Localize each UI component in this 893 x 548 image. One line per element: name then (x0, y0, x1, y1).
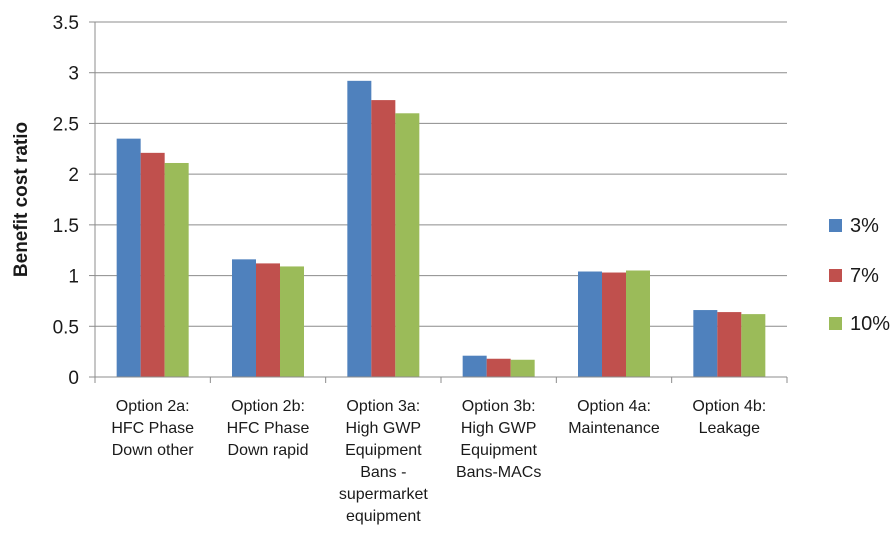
bar-7pct-3 (371, 100, 396, 377)
bar-3pct-6 (693, 310, 718, 377)
y-tick-label: 2.5 (53, 114, 79, 135)
legend-label: 10% (850, 313, 890, 335)
bar-3pct-4 (462, 355, 487, 377)
y-tick-label: 2 (68, 165, 79, 186)
bar-10pct-3 (395, 113, 420, 378)
x-category-label-line: equipment (346, 508, 421, 525)
x-category-label: Option 3b: High GWP Equipment Bans-MACs (456, 398, 541, 481)
bar-10pct-4 (510, 359, 535, 377)
y-tick-label: 0.5 (53, 317, 79, 338)
legend-label: 7% (850, 265, 879, 287)
y-tick-label: 1 (68, 267, 79, 288)
x-category-label-line: supermarket (339, 486, 428, 503)
x-category-label-line: Option 3b: (462, 398, 536, 415)
x-category-label-line: Option 2b: (231, 398, 305, 415)
y-tick-label: 3.5 (53, 13, 79, 34)
x-category-label-line: Down rapid (228, 442, 309, 459)
bar-10pct-1 (164, 162, 189, 377)
x-category-label-line: Down other (112, 442, 194, 459)
y-tick-label: 3 (68, 64, 79, 85)
bar-7pct-1 (140, 152, 165, 377)
bar-10pct-6 (741, 314, 766, 377)
bar-10pct-5 (626, 270, 650, 377)
legend-swatch-10pct (829, 317, 842, 330)
x-category-label-line: Option 4a: (577, 398, 651, 415)
x-category-label-line: High GWP (461, 420, 537, 437)
x-category-label: Option 3a: High GWP Equipment Bans - superma… (339, 398, 428, 525)
x-category-label-line: Equipment (460, 442, 537, 459)
legend-swatch-7pct (829, 269, 842, 282)
x-category-label: Option 2a: HFC Phase Down other (111, 398, 194, 459)
bar-3pct-5 (578, 271, 602, 377)
x-category-label-line: Bans-MACs (456, 464, 541, 481)
legend-swatch-3pct (829, 219, 842, 232)
x-category-label: Option 4b: Leakage (692, 398, 766, 437)
y-tick-label: 1.5 (53, 216, 79, 237)
x-category-label-line: HFC Phase (227, 420, 310, 437)
x-category-label-line: High GWP (346, 420, 422, 437)
bar-7pct-6 (717, 312, 742, 377)
bar-7pct-4 (486, 358, 511, 377)
x-category-label-line: Bans - (360, 464, 406, 481)
x-category-label-line: Maintenance (568, 420, 660, 437)
x-category-label-line: HFC Phase (111, 420, 194, 437)
bar-7pct-2 (256, 263, 280, 377)
x-category-label-line: Equipment (345, 442, 422, 459)
bar-10pct-2 (280, 266, 304, 377)
x-category-label-line: Leakage (699, 420, 760, 437)
legend-label: 3% (850, 215, 879, 237)
x-category-label-line: Option 4b: (692, 398, 766, 415)
y-axis-label: Benefit cost ratio (11, 122, 32, 277)
bar-7pct-5 (602, 272, 626, 377)
x-category-label: Option 4a: Maintenance (568, 398, 660, 437)
x-category-label: Option 2b: HFC Phase Down rapid (227, 398, 310, 459)
y-tick-label: 0 (68, 368, 79, 389)
bar-3pct-2 (232, 259, 256, 377)
x-category-label-line: Option 3a: (346, 398, 420, 415)
bar-3pct-1 (116, 138, 141, 377)
x-category-label-line: Option 2a: (116, 398, 190, 415)
bar-3pct-3 (347, 80, 372, 377)
